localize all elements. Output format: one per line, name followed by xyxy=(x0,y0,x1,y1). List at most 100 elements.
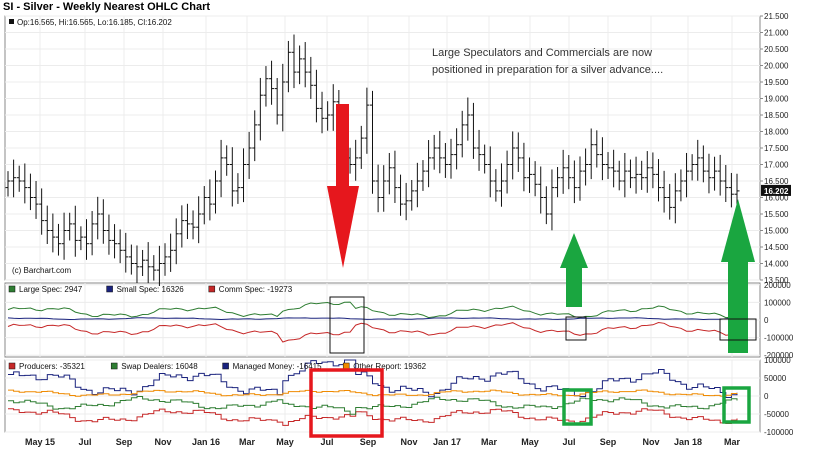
ohlc-bar xyxy=(364,87,370,154)
ohlc-bar xyxy=(728,172,734,208)
ohlc-bar xyxy=(128,244,134,275)
ohlc-bar xyxy=(717,154,723,196)
ohlc-bar xyxy=(426,140,432,188)
ohlc-bar xyxy=(712,156,718,191)
x-tick-label: Jul xyxy=(562,437,575,447)
ohlc-bar xyxy=(207,179,213,221)
ohlc-bar xyxy=(560,149,566,194)
ohlc-bar xyxy=(700,145,706,183)
ohlc-bar xyxy=(89,211,95,256)
ohlc-bar xyxy=(532,161,538,197)
legend-swatch xyxy=(8,285,16,293)
x-tick-label: Jan 16 xyxy=(192,437,220,447)
ohlc-bar xyxy=(684,152,690,198)
ohlc-bar xyxy=(566,155,572,190)
ohlc-bar xyxy=(437,130,443,174)
ohlc-bar xyxy=(353,139,359,181)
legend-swatch xyxy=(106,285,113,293)
legend-label: Large Spec: 2947 xyxy=(19,285,83,294)
ohlc-bar xyxy=(689,154,695,181)
ohlc-bar xyxy=(291,34,297,89)
ohlc-bar xyxy=(723,165,729,202)
ohlc-bar xyxy=(168,233,174,272)
ohlc-bar xyxy=(454,128,460,170)
ohlc-bar xyxy=(33,181,39,219)
ohlc-bar xyxy=(257,77,263,141)
ohlc-bar xyxy=(627,159,633,189)
ohlc-bar xyxy=(403,182,409,221)
indicator-line xyxy=(7,301,738,319)
red-arrow-head xyxy=(327,186,359,268)
indicator-line xyxy=(8,396,738,415)
ohlc-bar xyxy=(515,132,521,172)
ohlc-bar xyxy=(95,196,101,240)
ohlc-bar xyxy=(313,69,319,123)
ohlc-bar xyxy=(431,134,437,170)
ohlc-bar xyxy=(112,224,118,259)
red-arrow-shaft xyxy=(336,104,349,188)
indicator-line xyxy=(8,408,738,426)
ohlc-bar xyxy=(302,42,308,88)
ohlc-bar xyxy=(212,170,218,214)
last-price-tag xyxy=(761,184,791,196)
ohlc-bar xyxy=(527,157,533,193)
highlight-box-green xyxy=(722,386,751,424)
ohlc-bar xyxy=(370,90,375,194)
ohlc-bar xyxy=(55,223,61,256)
ohlc-bar xyxy=(695,139,701,181)
ohlc-bar xyxy=(678,169,684,202)
price-tick-label: 17.500 xyxy=(764,144,789,153)
ohlc-bar xyxy=(123,232,129,273)
ohlc-bar xyxy=(476,129,482,171)
ohlc-bar xyxy=(196,196,202,244)
indicator-tick-label: 100000 xyxy=(764,298,791,307)
ohlc-bar xyxy=(5,171,11,197)
ohlc-bar xyxy=(78,226,84,251)
x-tick-label: May 15 xyxy=(25,437,55,447)
ohlc-bar xyxy=(538,166,544,214)
price-tick-label: 21.000 xyxy=(764,29,789,38)
ohlc-bar xyxy=(162,243,168,276)
x-tick-label: Nov xyxy=(400,437,417,447)
ohlc-bar xyxy=(487,146,493,198)
ohlc-bar xyxy=(330,84,336,131)
price-tick-label: 13.500 xyxy=(764,276,789,285)
indicator-tick-label: -200000 xyxy=(764,351,794,360)
ohlc-bar xyxy=(375,164,381,213)
price-tick-label: 20.000 xyxy=(764,62,789,71)
ohlc-bar xyxy=(442,142,448,178)
ohlc-bar xyxy=(173,218,179,265)
ohlc-bar xyxy=(67,212,73,241)
ohlc-bar xyxy=(588,128,594,180)
indicator-tick-label: -50000 xyxy=(764,410,789,419)
ohlc-bar xyxy=(39,188,45,235)
legend-label: Swap Dealers: 16048 xyxy=(121,362,198,371)
last-price-label: 16.202 xyxy=(764,187,789,196)
ohlc-bar xyxy=(224,145,230,176)
ohlc-bar xyxy=(583,148,589,186)
ohlc-bar xyxy=(218,139,224,198)
ohlc-bar xyxy=(285,40,291,93)
price-tick-label: 14.500 xyxy=(764,243,789,252)
price-tick-label: 15.000 xyxy=(764,227,789,236)
ohlc-bar xyxy=(151,255,157,281)
ohlc-bar xyxy=(22,163,28,204)
copyright-label: (c) Barchart.com xyxy=(12,266,71,275)
ohlc-bar xyxy=(611,149,617,188)
ohlc-bar xyxy=(100,199,106,244)
indicator-tick-label: -100000 xyxy=(764,428,794,437)
ohlc-bar xyxy=(644,151,650,193)
x-tick-label: Mar xyxy=(724,437,741,447)
highlight-box-green xyxy=(562,388,593,426)
ohlc-bar xyxy=(280,63,286,132)
legend-label: Comm Spec: -19273 xyxy=(219,285,293,294)
legend-label: Managed Money: -16415 xyxy=(233,362,323,371)
ohlc-bar xyxy=(241,148,247,203)
ohlc-bar xyxy=(392,150,398,203)
indicator-tick-label: 100000 xyxy=(764,356,791,365)
green-arrow-shaft-2 xyxy=(728,261,748,353)
ohlc-bar xyxy=(246,131,252,179)
x-tick-label: Jul xyxy=(320,437,333,447)
